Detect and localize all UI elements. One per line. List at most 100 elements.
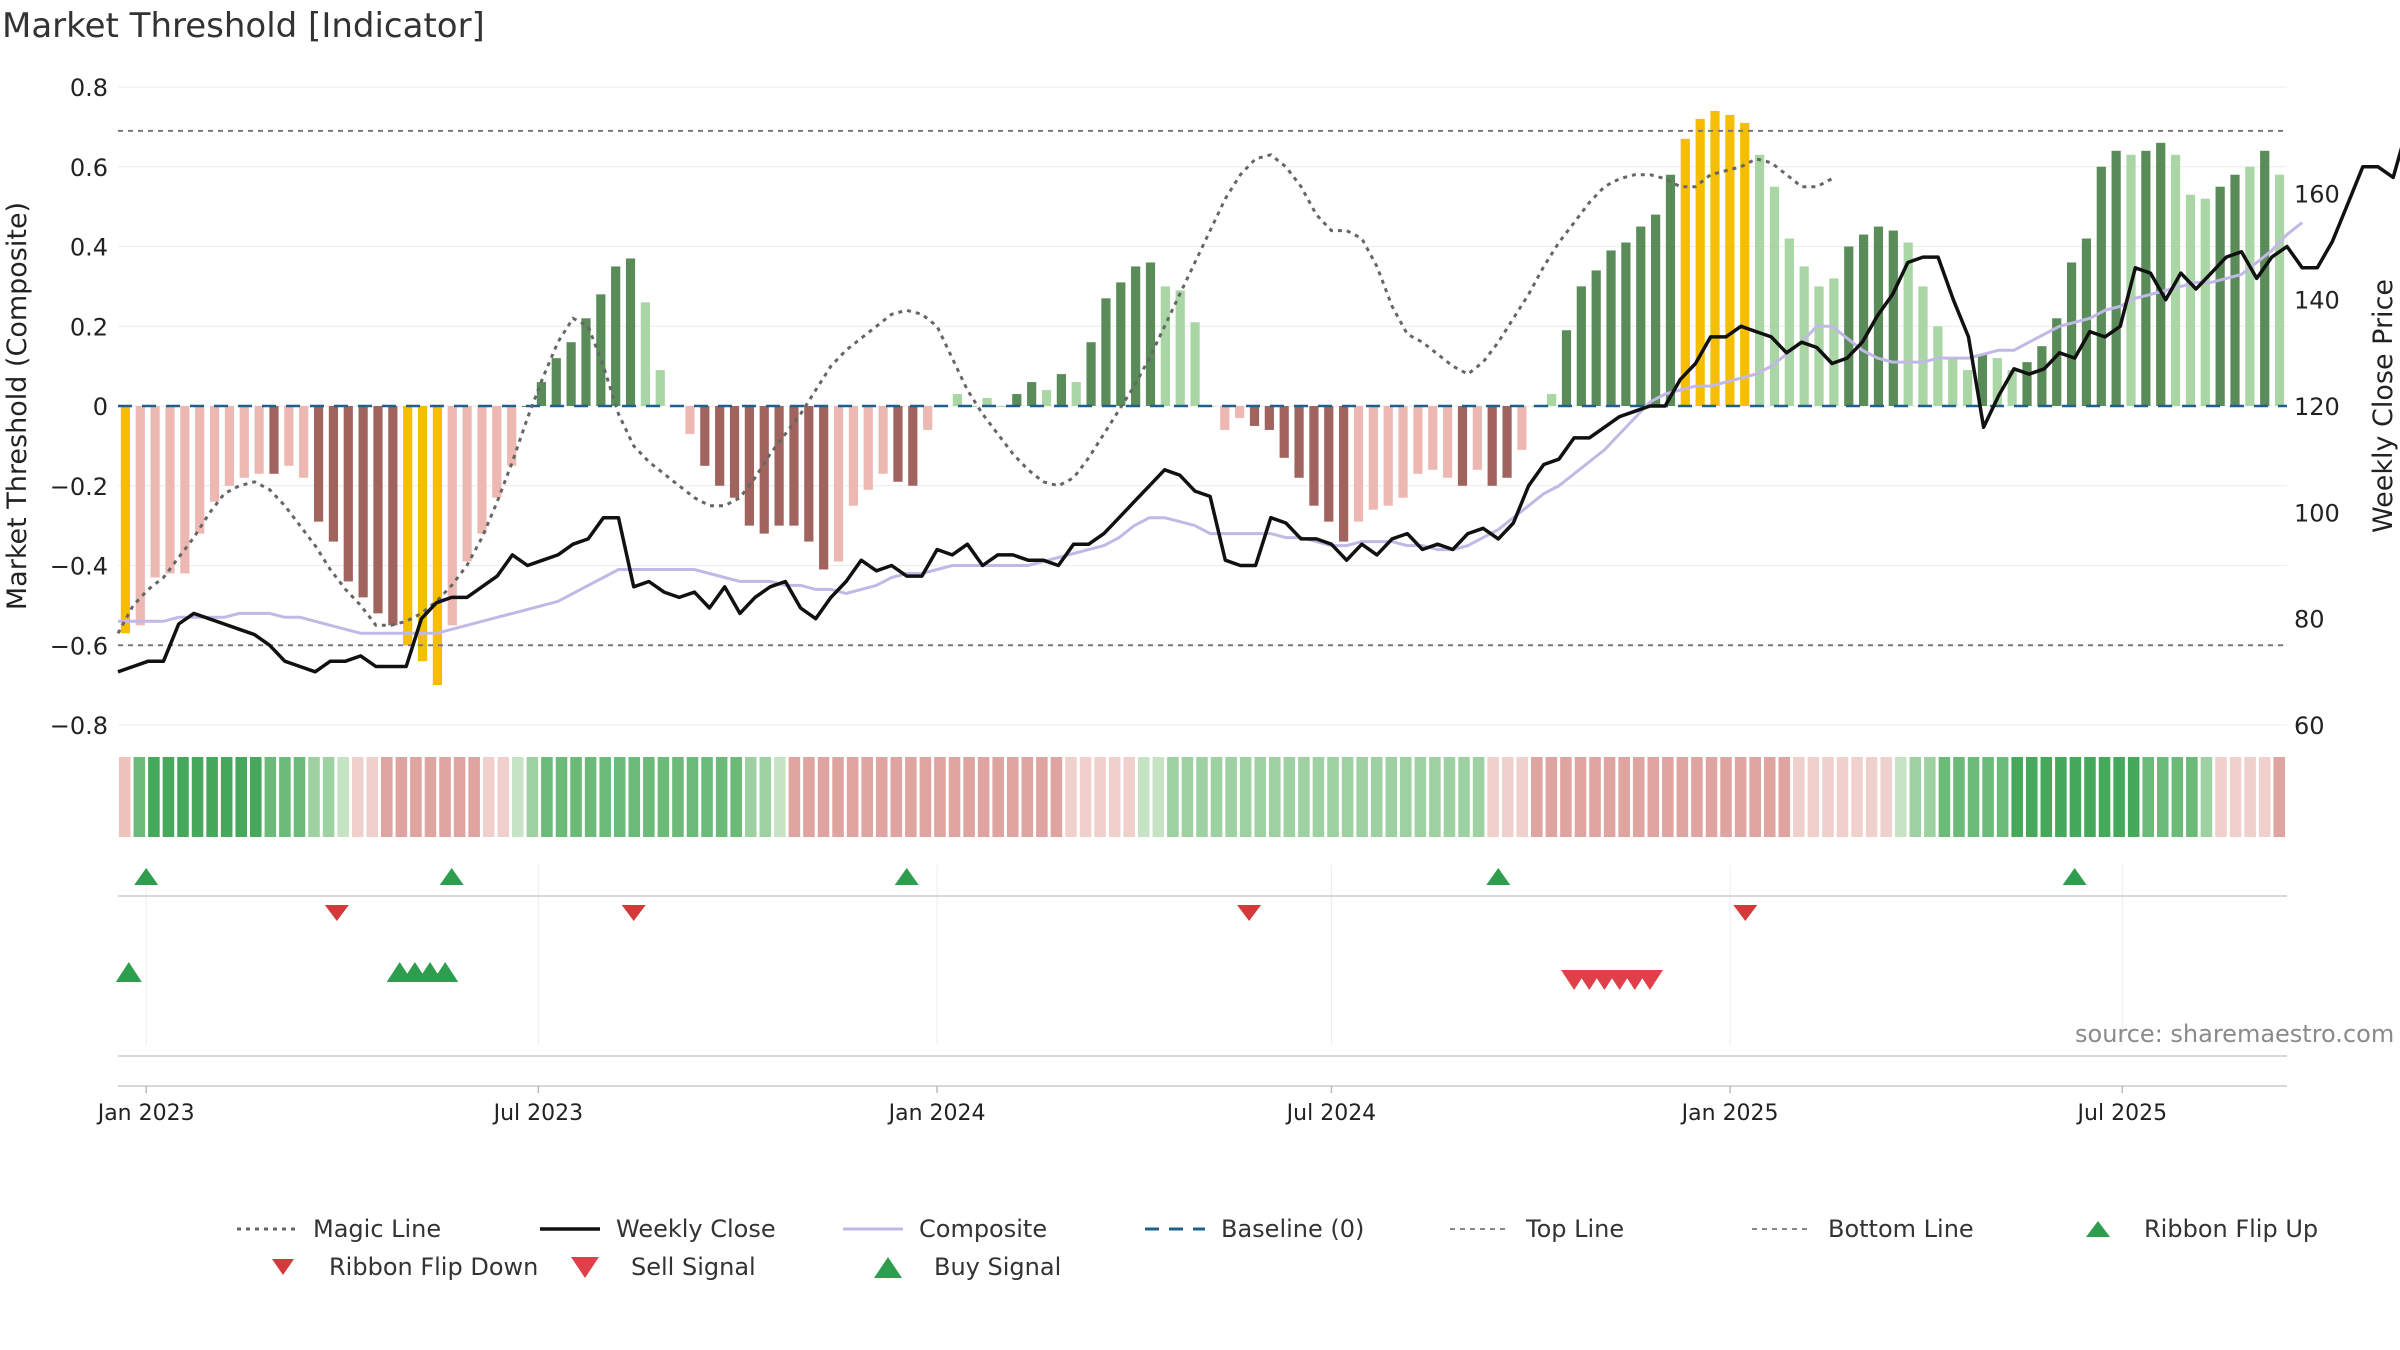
ribbon-segment — [1269, 757, 1281, 837]
threshold-bar — [596, 294, 606, 406]
threshold-bar — [1636, 226, 1646, 406]
magic-line — [116, 153, 1833, 635]
ribbon-segment — [1996, 757, 2009, 837]
threshold-bar — [1457, 406, 1468, 486]
legend-item: Bottom Line — [1752, 1212, 1974, 1246]
ribbon-segment — [439, 757, 451, 837]
ribbon-segment — [744, 757, 757, 837]
ribbon-segment — [788, 757, 801, 837]
threshold-bar — [1027, 382, 1037, 406]
ribbon-segment — [2215, 757, 2227, 837]
ribbon-segment — [1953, 757, 1965, 837]
ribbon-segment — [628, 757, 641, 837]
ribbon-segment — [220, 757, 233, 837]
threshold-bar — [1443, 406, 1453, 478]
threshold-bar — [1249, 406, 1260, 426]
y-tick-left: −0.6 — [50, 632, 108, 660]
threshold-bar — [269, 406, 279, 474]
ribbon-segment — [1880, 757, 1892, 837]
threshold-bar — [1591, 270, 1601, 406]
threshold-bar — [2037, 346, 2047, 406]
ribbon-segment — [2127, 757, 2140, 837]
threshold-bar — [804, 406, 814, 542]
ribbon-segment — [1574, 757, 1587, 837]
ribbon-segment — [1560, 757, 1572, 837]
ribbon-segment — [512, 757, 524, 837]
threshold-bar — [492, 406, 502, 498]
threshold-bar — [2274, 174, 2285, 406]
threshold-bar — [403, 406, 413, 646]
threshold-bar — [759, 406, 769, 534]
threshold-bar — [165, 406, 175, 574]
threshold-bar — [1517, 406, 1527, 450]
threshold-bar — [2081, 238, 2092, 406]
threshold-bar — [982, 398, 992, 406]
ribbon-segment — [541, 757, 553, 837]
ribbon-segment — [1006, 757, 1019, 837]
x-tick-label: Jan 2025 — [1680, 1101, 1779, 1126]
ribbon-segment — [1632, 757, 1645, 837]
threshold-bar — [1992, 358, 2002, 406]
ribbon-segment — [468, 757, 480, 837]
threshold-bar — [1799, 266, 1809, 406]
ribbon-flip-down-marker — [1237, 905, 1262, 921]
ribbon-segment — [875, 757, 888, 837]
threshold-bar — [373, 406, 383, 614]
ribbon-segment — [1778, 757, 1791, 837]
threshold-bar — [1264, 406, 1274, 430]
threshold-bar — [2141, 150, 2151, 406]
threshold-bar — [1962, 370, 1973, 406]
ribbon-segment — [1123, 757, 1135, 837]
threshold-bar — [447, 406, 457, 626]
threshold-bar — [997, 406, 1007, 407]
threshold-bar — [848, 406, 858, 506]
threshold-bar — [1888, 230, 1898, 406]
legend-item: Magic Line — [237, 1212, 441, 1246]
y-tick-right: 100 — [2294, 499, 2340, 527]
threshold-bar — [358, 406, 368, 598]
ribbon-segment — [1181, 757, 1194, 837]
ribbon-segment — [2084, 757, 2096, 837]
threshold-bar — [388, 406, 398, 626]
buy-signal-marker — [432, 962, 459, 982]
threshold-bar — [2200, 198, 2210, 406]
threshold-bar — [2007, 370, 2017, 406]
ribbon-segment — [2156, 757, 2169, 837]
y-tick-left: −0.8 — [50, 712, 108, 740]
ribbon-segment — [1982, 757, 1994, 837]
x-tick-label: Jul 2023 — [492, 1101, 584, 1126]
ribbon-flip-up-marker — [2062, 868, 2087, 885]
legend-item: Baseline (0) — [1145, 1212, 1364, 1246]
ribbon-segment — [366, 757, 379, 837]
threshold-bar — [1844, 246, 1854, 406]
threshold-bar — [432, 406, 443, 686]
y-axis-title-left: Market Threshold (Composite) — [2, 202, 33, 610]
threshold-bar — [819, 406, 829, 570]
threshold-bar — [685, 406, 695, 434]
ribbon-segment — [1531, 757, 1543, 837]
ribbon-segment — [2011, 757, 2023, 837]
ribbon-segment — [1749, 757, 1761, 837]
ribbon-flip-up-marker — [1486, 868, 1511, 885]
ribbon-segment — [2142, 757, 2154, 837]
ribbon-segment — [963, 757, 975, 837]
ribbon-segment — [2113, 757, 2125, 837]
y-tick-right: 160 — [2294, 180, 2340, 208]
y-tick-right: 80 — [2294, 606, 2325, 634]
ribbon-segment — [1894, 757, 1907, 837]
ribbon-segment — [672, 757, 684, 837]
threshold-bar — [700, 406, 710, 466]
ribbon-segment — [1414, 757, 1427, 837]
legend-item: Ribbon Flip Up — [2068, 1212, 2318, 1246]
y-tick-right: 120 — [2294, 393, 2340, 421]
threshold-bar — [1948, 358, 1958, 406]
ribbon-segment — [1429, 757, 1441, 837]
ribbon-segment — [934, 757, 946, 837]
ribbon-flip-up-marker — [894, 868, 919, 885]
ribbon-segment — [482, 757, 495, 837]
ribbon-segment — [1603, 757, 1616, 837]
threshold-bar — [1472, 406, 1482, 470]
threshold-bar — [1665, 174, 1676, 406]
ribbon-segment — [1589, 757, 1601, 837]
ribbon-segment — [293, 757, 306, 837]
